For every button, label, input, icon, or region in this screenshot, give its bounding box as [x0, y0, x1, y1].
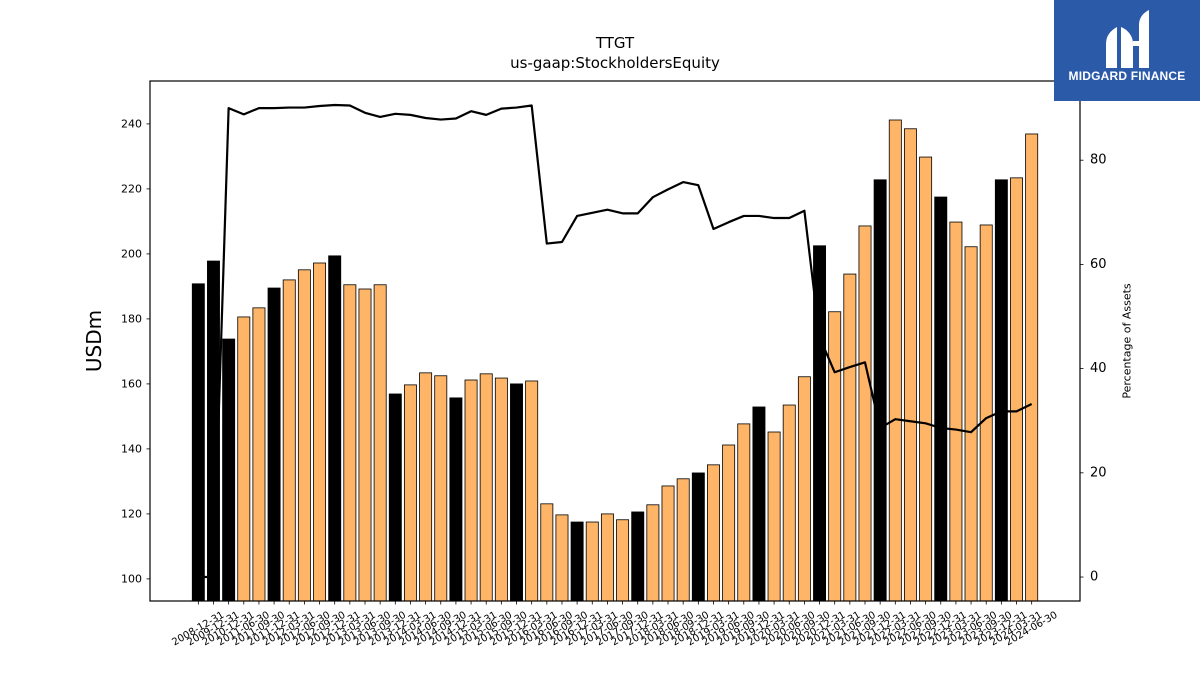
bar: [767, 431, 781, 601]
bar: [676, 478, 690, 601]
bar: [661, 485, 675, 601]
bar: [919, 156, 933, 601]
bar: [979, 224, 993, 601]
brand-name: MIDGARD FINANCE: [1068, 69, 1186, 83]
bar: [888, 119, 902, 601]
bar: [525, 380, 539, 601]
bar: [252, 307, 266, 601]
midgard-logo-icon: [1106, 10, 1149, 68]
bar: [494, 377, 508, 601]
bar: [479, 373, 493, 601]
y-axis-label: USDm: [82, 310, 106, 372]
bar: [691, 472, 705, 601]
bar: [797, 376, 811, 601]
bar: [813, 245, 826, 601]
bar: [631, 511, 645, 601]
plot-frame: [149, 80, 1081, 602]
bar: [752, 406, 766, 601]
bar: [222, 338, 236, 601]
bar: [388, 393, 402, 601]
bar: [903, 128, 917, 601]
bar: [510, 383, 523, 601]
bar: [934, 196, 948, 601]
bar: [949, 221, 963, 601]
bar: [585, 521, 599, 601]
bar: [964, 246, 978, 601]
chart-title: TTGT: [595, 34, 635, 52]
bar: [540, 503, 554, 601]
bar: [570, 521, 584, 601]
bar: [403, 384, 417, 601]
y2-tick-label: 40: [1090, 361, 1107, 376]
bar: [994, 179, 1008, 601]
bar: [1025, 133, 1039, 601]
y2-axis-label: Percentage of Assets: [1121, 283, 1134, 399]
y-axis-left: 100 120 140 160 180 200 220 240: [121, 117, 150, 585]
y-tick-label: 100: [121, 572, 142, 585]
y2-tick-label: 20: [1090, 465, 1107, 480]
bar: [282, 279, 296, 601]
bar: [555, 514, 569, 601]
y-tick-label: 240: [121, 117, 142, 130]
bar: [843, 273, 857, 601]
bar: [434, 375, 448, 601]
brand-logo: MIDGARD FINANCE: [1054, 0, 1200, 101]
bar: [858, 225, 872, 601]
bar: [449, 397, 463, 601]
bar: [873, 179, 887, 601]
bar: [464, 379, 478, 601]
bar: [191, 283, 205, 601]
bar: [707, 464, 720, 601]
bar: [828, 311, 842, 601]
y2-tick-label: 0: [1090, 570, 1098, 585]
y-tick-label: 200: [121, 247, 142, 260]
line-series: [198, 103, 1033, 579]
y-tick-label: 160: [121, 377, 142, 390]
bar: [297, 269, 311, 601]
y-tick-label: 120: [121, 507, 142, 520]
y-axis-right: 0 20 40 60 80: [1080, 153, 1107, 585]
bar: [373, 284, 387, 601]
y2-tick-label: 60: [1090, 257, 1107, 272]
x-axis: 2008-12-312009-12-312010-12-312011-06-30…: [170, 601, 1060, 648]
y-tick-label: 140: [121, 442, 142, 455]
series-line: [198, 103, 1033, 579]
bar: [646, 504, 660, 601]
bar: [600, 513, 614, 601]
chart-subtitle: us-gaap:StockholdersEquity: [510, 54, 720, 72]
bar: [616, 519, 630, 601]
bar: [419, 372, 433, 601]
bar: [722, 444, 736, 601]
bar: [343, 284, 357, 601]
bar: [358, 288, 372, 601]
bar: [328, 255, 342, 601]
bar: [1010, 177, 1023, 601]
y-tick-label: 180: [121, 312, 142, 325]
bar-series: [191, 119, 1039, 601]
bar: [267, 287, 281, 601]
y2-tick-label: 80: [1090, 153, 1107, 168]
bar: [782, 404, 796, 601]
bar: [737, 423, 751, 601]
bar: [313, 262, 327, 601]
y-tick-label: 220: [121, 182, 142, 195]
bar: [237, 316, 251, 601]
